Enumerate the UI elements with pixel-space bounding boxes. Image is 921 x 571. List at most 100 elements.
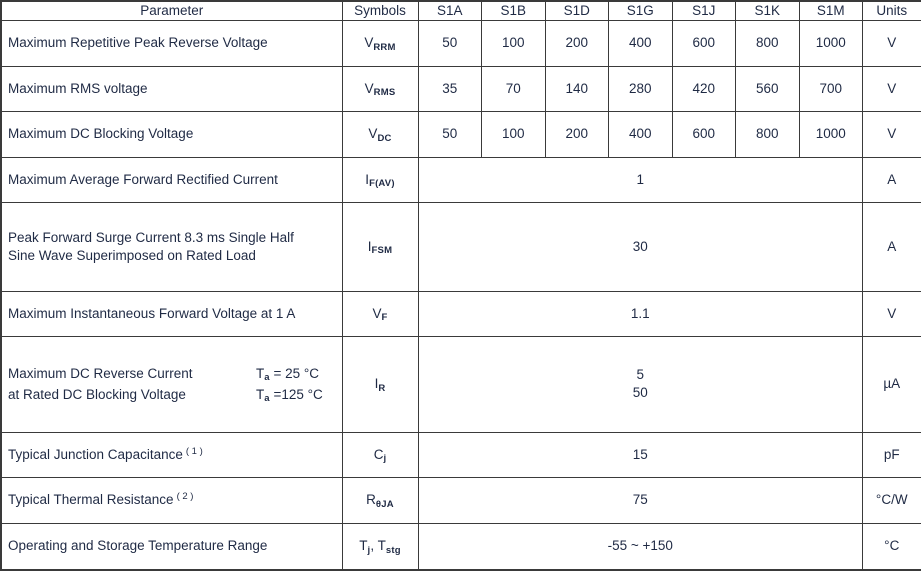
value-cell: 70 <box>481 65 546 113</box>
symbol-subscript: RRM <box>373 41 396 53</box>
merged-value-cell: 75 <box>417 477 863 524</box>
parameter-line-1: Maximum DC Reverse Current <box>8 365 193 381</box>
parameter-label: Maximum RMS voltage <box>0 65 343 113</box>
symbol-vdc: VDC <box>341 111 419 158</box>
parameter-text: Typical Junction Capacitance <box>8 446 183 462</box>
value-cell: 600 <box>671 111 736 158</box>
units-cell: V <box>862 20 921 67</box>
value-cell: 200 <box>544 20 609 67</box>
merged-value-cell: 30 <box>417 202 863 292</box>
parameter-label: Maximum Instantaneous Forward Voltage at… <box>0 290 343 338</box>
condition-symbol-base: T <box>256 365 265 381</box>
symbol-ifsm: IFSM <box>341 202 419 292</box>
merged-value-cell: 5 50 <box>417 336 863 433</box>
table-header: Parameter Symbols S1A S1B S1D S1G S1J S1… <box>0 0 921 22</box>
value-cell: 400 <box>608 111 673 158</box>
symbol-subscript: FSM <box>371 245 393 257</box>
symbol-base: R <box>366 492 376 508</box>
column-header-s1d: S1D <box>544 0 609 22</box>
condition-value: =125 °C <box>269 386 323 402</box>
parameter-label: Maximum DC Blocking Voltage <box>0 111 343 158</box>
value-cell: 280 <box>608 65 673 113</box>
symbol-base: V <box>368 126 378 142</box>
symbol-base: V <box>372 305 382 321</box>
table-row-cj: Typical Junction Capacitance( 1 ) Cj 15 … <box>0 431 921 479</box>
parameter-line-2: Sine Wave Superimposed on Rated Load <box>8 247 256 263</box>
column-header-s1j: S1J <box>671 0 736 22</box>
value-cell: 50 <box>417 111 482 158</box>
value-cell: 420 <box>671 65 736 113</box>
parameter-line-2: at Rated DC Blocking Voltage <box>8 386 186 402</box>
parameter-label: Typical Junction Capacitance( 1 ) <box>0 431 343 479</box>
value-cell: 600 <box>671 20 736 67</box>
value-cell: 1000 <box>798 20 863 67</box>
value-cell: 100 <box>481 111 546 158</box>
symbol-base: I <box>365 171 370 187</box>
symbol-subscript: j <box>383 453 387 465</box>
table-row-tj-tstg: Operating and Storage Temperature Range … <box>0 522 921 571</box>
units-cell: A <box>862 202 921 292</box>
value-cell: 1000 <box>798 111 863 158</box>
value-cell: 35 <box>417 65 482 113</box>
parameter-label: Operating and Storage Temperature Range <box>0 522 343 571</box>
symbol-vrrm: VRRM <box>341 20 419 67</box>
column-header-s1g: S1G <box>608 0 673 22</box>
symbol-base: C <box>373 446 384 462</box>
value-cell: 560 <box>735 65 800 113</box>
value-cell: 800 <box>735 111 800 158</box>
symbol-base: V <box>364 35 374 51</box>
symbol-base: V <box>364 80 374 96</box>
condition-2: Ta =125 °C <box>256 386 323 405</box>
symbol-rthja: RθJA <box>341 477 419 524</box>
column-header-units: Units <box>862 0 921 22</box>
symbol-subscript: F(AV) <box>369 178 395 190</box>
parameter-label: Peak Forward Surge Current 8.3 ms Single… <box>0 202 343 292</box>
parameter-line-1: Peak Forward Surge Current 8.3 ms Single… <box>8 229 294 245</box>
symbol-ir: IR <box>341 336 419 433</box>
table-header-row: Parameter Symbols S1A S1B S1D S1G S1J S1… <box>0 0 921 22</box>
symbol-base: I <box>374 376 379 392</box>
symbol-base: I <box>367 238 372 254</box>
units-cell: V <box>862 290 921 338</box>
value-cell: 140 <box>544 65 609 113</box>
merged-value-cell: -55 ~ +150 <box>417 522 863 571</box>
table-row-ir: Maximum DC Reverse Current Ta = 25 °C at… <box>0 336 921 433</box>
symbol-vrms: VRMS <box>341 65 419 113</box>
units-cell: V <box>862 111 921 158</box>
units-cell: µA <box>862 336 921 433</box>
table-row-rthja: Typical Thermal Resistance( 2 ) RθJA 75 … <box>0 477 921 524</box>
parameter-label: Maximum Repetitive Peak Reverse Voltage <box>0 20 343 67</box>
symbol-tj-tstg: Tj, Tstg <box>341 522 419 571</box>
parameter-label: Maximum Average Forward Rectified Curren… <box>0 156 343 204</box>
symbol-if-av: IF(AV) <box>341 156 419 204</box>
merged-value-cell: 1.1 <box>417 290 863 338</box>
units-cell: °C/W <box>862 477 921 524</box>
table-row-if-av: Maximum Average Forward Rectified Curren… <box>0 156 921 204</box>
merged-value-line-1: 5 <box>636 367 644 383</box>
condition-symbol-subscript: a <box>264 393 270 405</box>
units-cell: °C <box>862 522 921 571</box>
symbol-vf: VF <box>341 290 419 338</box>
value-cell: 100 <box>481 20 546 67</box>
parameter-condition-row-2: at Rated DC Blocking Voltage Ta =125 °C <box>8 386 336 405</box>
value-cell: 50 <box>417 20 482 67</box>
table-row-vrrm: Maximum Repetitive Peak Reverse Voltage … <box>0 20 921 67</box>
condition-1: Ta = 25 °C <box>256 365 320 384</box>
column-header-s1b: S1B <box>481 0 546 22</box>
units-cell: V <box>862 65 921 113</box>
table-row-vf: Maximum Instantaneous Forward Voltage at… <box>0 290 921 338</box>
condition-value: = 25 °C <box>269 365 320 381</box>
table-row-vdc: Maximum DC Blocking Voltage VDC 50 100 2… <box>0 111 921 158</box>
column-header-s1a: S1A <box>417 0 482 22</box>
symbol-subscript: DC <box>377 132 392 144</box>
symbol-subscript: R <box>378 382 386 394</box>
column-header-s1m: S1M <box>798 0 863 22</box>
merged-value-cell: 15 <box>417 431 863 479</box>
symbol-base-2: , T <box>370 538 386 554</box>
footnote-marker: ( 1 ) <box>185 445 203 457</box>
merged-value-line-2: 50 <box>632 385 648 401</box>
units-cell: A <box>862 156 921 204</box>
footnote-marker: ( 2 ) <box>176 491 194 503</box>
value-cell: 700 <box>798 65 863 113</box>
table-row-ifsm: Peak Forward Surge Current 8.3 ms Single… <box>0 202 921 292</box>
